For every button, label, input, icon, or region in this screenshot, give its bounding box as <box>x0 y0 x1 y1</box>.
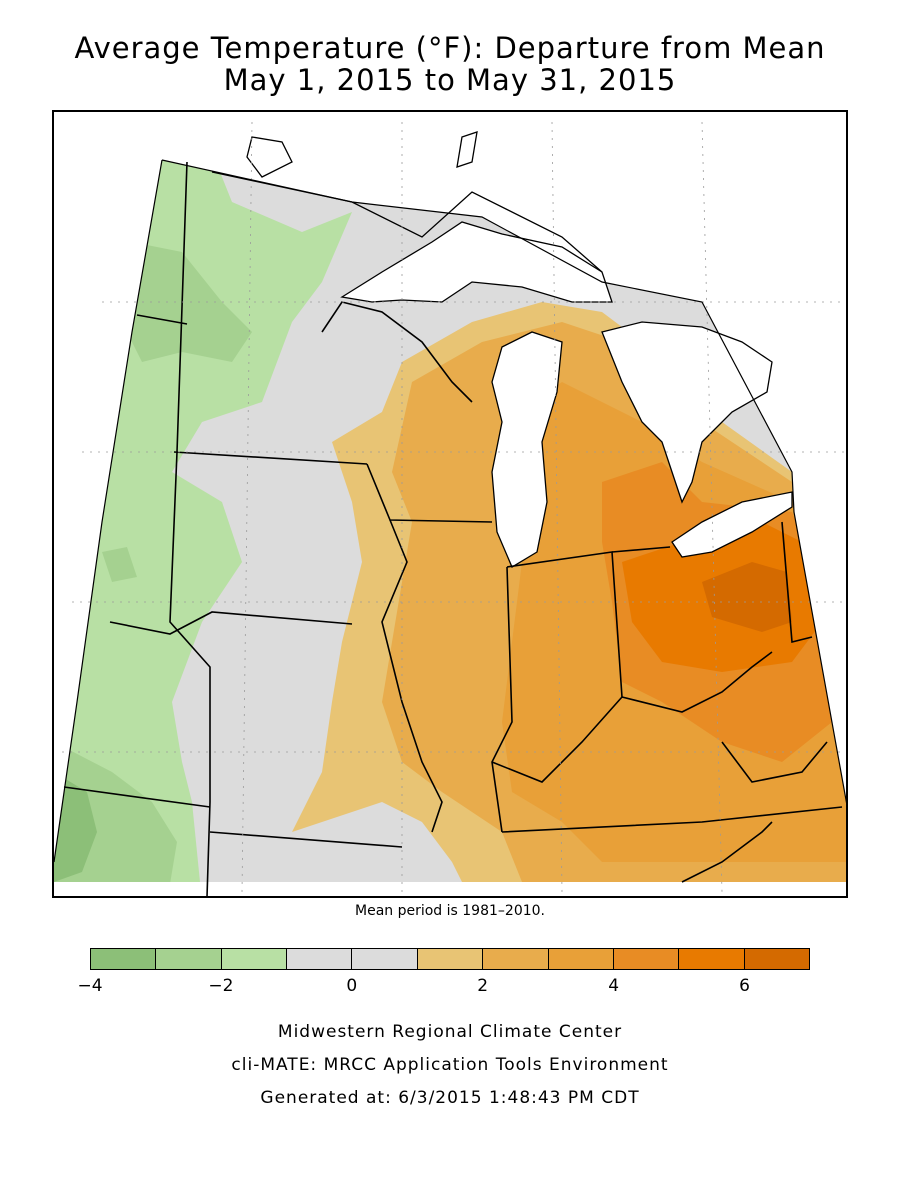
lake-superior <box>340 221 613 303</box>
legend-swatch <box>156 949 222 969</box>
legend-swatch <box>91 949 157 969</box>
great-lakes <box>246 131 793 568</box>
lake-michigan <box>491 331 563 568</box>
border-west-virginia <box>721 741 828 783</box>
graticule-line <box>241 121 253 893</box>
state-boundaries <box>63 161 843 896</box>
legend-tick-label: −4 <box>77 976 103 996</box>
border-kentucky-tennessee <box>501 806 843 833</box>
cool-zone-medium-north <box>122 242 252 362</box>
legend-swatch <box>679 949 745 969</box>
credit-application: cli-MATE: MRCC Application Tools Environ… <box>231 1055 669 1075</box>
region-outline-north <box>161 159 846 804</box>
lake-erie <box>671 491 793 558</box>
legend-swatch <box>483 949 549 969</box>
border-wisconsin-michigan <box>321 301 473 403</box>
border-mississippi-river <box>381 519 443 833</box>
legend-tick-label: 6 <box>739 976 750 996</box>
border-ohio-river <box>621 651 773 713</box>
temperature-departure-map <box>52 110 848 898</box>
mean-period-note: Mean period is 1981–2010. <box>355 903 545 919</box>
legend-swatch <box>221 949 288 969</box>
warm-zone-6-7 <box>702 562 792 632</box>
map-subtitle-date-range: May 1, 2015 to May 31, 2015 <box>223 63 677 97</box>
credit-center: Midwestern Regional Climate Center <box>277 1022 623 1042</box>
legend-tick-label: 4 <box>608 976 620 996</box>
cool-zone-medium-west <box>102 547 137 582</box>
legend-swatch <box>287 949 353 969</box>
cool-zone-deep-south <box>54 772 97 882</box>
graticule-line <box>551 121 563 893</box>
border-south-dakota-south <box>173 451 368 465</box>
legend-tick-label: 0 <box>346 976 358 996</box>
border-nd-sd-west <box>136 314 188 325</box>
border-dakotas-minnesota <box>169 161 211 896</box>
legend-tick-label: 2 <box>477 976 489 996</box>
credit-generated-at: Generated at: 6/3/2015 1:48:43 PM CDT <box>260 1088 640 1108</box>
legend-swatch <box>352 949 418 969</box>
legend-swatch <box>613 949 680 969</box>
border-kentucky-north <box>491 696 623 783</box>
border-missouri-south <box>209 831 403 848</box>
graticule <box>62 121 846 893</box>
legend-tick-label: −2 <box>208 976 234 996</box>
legend-swatch <box>548 949 614 969</box>
border-illinois-indiana <box>491 566 513 833</box>
region-outline-west <box>54 159 163 863</box>
color-legend <box>90 948 810 970</box>
legend-swatch <box>417 949 484 969</box>
graticule-line <box>701 121 723 893</box>
border-nebraska-iowa <box>109 611 353 635</box>
legend-swatch <box>744 949 809 969</box>
border-kansas-north <box>63 786 211 808</box>
map-canvas <box>54 121 846 896</box>
border-virginia-south <box>681 821 773 883</box>
lake-huron <box>601 321 773 504</box>
border-ohio-north <box>611 546 671 553</box>
map-title: Average Temperature (°F): Departure from… <box>74 31 826 65</box>
canadian-lakes <box>246 131 478 178</box>
border-ohio-pa <box>781 521 813 644</box>
